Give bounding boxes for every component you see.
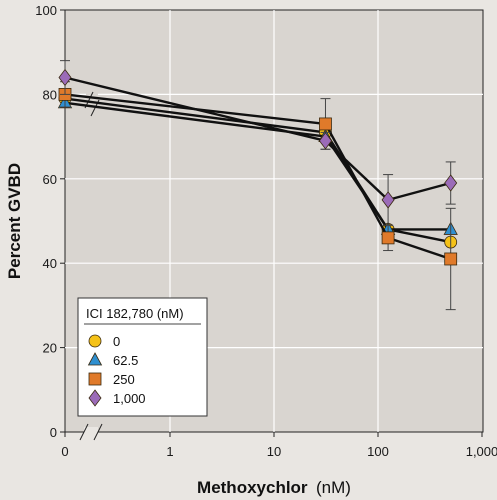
data-point [58, 68, 72, 87]
legend-marker [88, 389, 102, 407]
y-tick-label: 80 [43, 87, 57, 102]
y-axis-ticks: 0 20 40 60 80 100 [35, 3, 65, 440]
data-point [381, 191, 395, 209]
data-point [318, 132, 332, 150]
data-point [444, 252, 458, 266]
legend: ICI 182,780 (nM) 0 62.5 250 1,000 [77, 297, 208, 417]
y-tick-label: 100 [35, 3, 57, 18]
x-tick-label: 0 [61, 444, 68, 459]
y-tick-label: 20 [43, 341, 57, 356]
data-point [381, 231, 395, 245]
legend-label: 62.5 [113, 353, 138, 368]
x-axis-title-group: Methoxychlor (nM) [197, 478, 351, 497]
legend-items: 0 62.5 250 1,000 [87, 334, 146, 407]
legend-title: ICI 182,780 (nM) [86, 306, 184, 321]
data-point [444, 174, 458, 192]
x-tick-label: 10 [267, 444, 281, 459]
x-axis-ticks: 0 1 10 100 1,000 [61, 432, 497, 459]
series-1000 [58, 60, 458, 226]
y-tick-label: 60 [43, 172, 57, 187]
legend-marker [88, 372, 102, 386]
y-axis-title: Percent GVBD [5, 163, 24, 279]
series-layer [57, 60, 458, 311]
x-tick-label: 100 [367, 444, 389, 459]
x-tick-label: 1,000 [466, 444, 497, 459]
legend-label: 1,000 [113, 391, 146, 406]
legend-marker [88, 334, 102, 348]
x-axis-title: Methoxychlor [197, 478, 308, 497]
x-axis-break-mark [93, 423, 103, 441]
data-point [319, 117, 332, 131]
legend-label: 250 [113, 372, 135, 387]
x-axis-unit: (nM) [316, 478, 351, 497]
legend-box [77, 297, 208, 417]
x-axis-break-mark [79, 423, 89, 441]
series-line [64, 76, 452, 202]
y-tick-label: 0 [50, 425, 57, 440]
legend-label: 0 [113, 334, 120, 349]
y-tick-label: 40 [43, 256, 57, 271]
x-tick-label: 1 [166, 444, 173, 459]
legend-marker [87, 352, 103, 366]
x-axis-break-gap [84, 427, 98, 436]
